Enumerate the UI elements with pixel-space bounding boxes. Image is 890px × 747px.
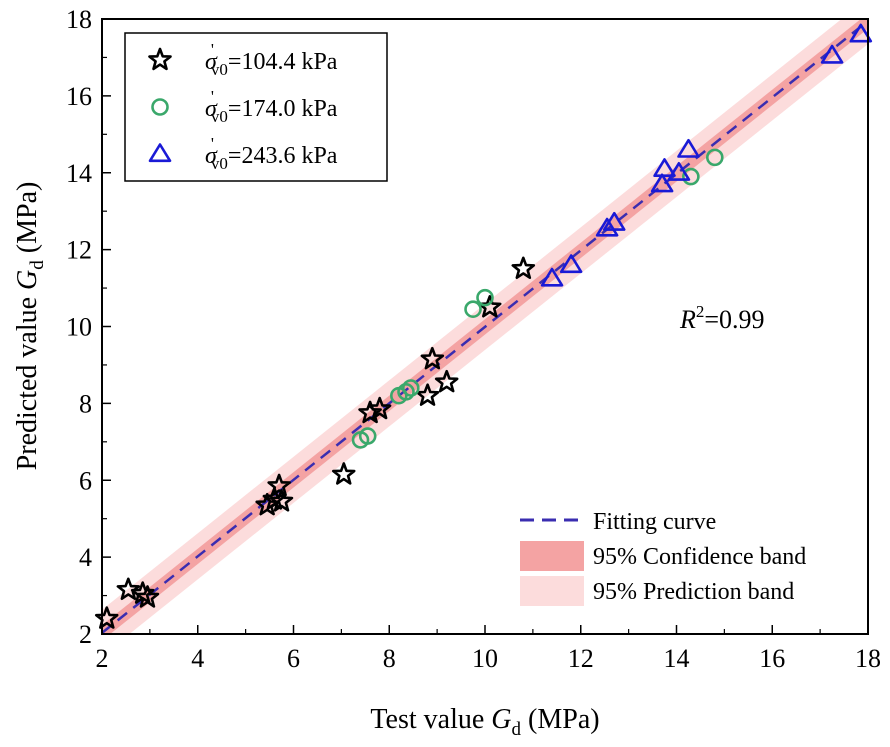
x-tick-label: 6 [287, 644, 300, 673]
legend-label: σ' v0=174.0 kPa [205, 87, 338, 126]
y-tick-label: 16 [66, 82, 92, 111]
data-point-star [434, 369, 459, 393]
data-point-triangle [653, 158, 676, 177]
data-point-triangle [602, 211, 626, 231]
legend-label: 95% Prediction band [593, 579, 794, 605]
data-point-circle [397, 383, 415, 401]
data-point-circle [358, 427, 377, 445]
data-point-triangle [820, 44, 844, 64]
x-axis: 2 4 6 8 10 12 14 16 18 [96, 625, 881, 673]
data-point-star [269, 489, 294, 512]
data-point-triangle [667, 162, 691, 181]
y-tick-label: 14 [66, 159, 92, 188]
series-legend: σ' v0=104.4 kPa σ' v0=174.0 kPa σ' v0=243.6 k… [124, 32, 388, 182]
data-point-star [116, 577, 141, 600]
data-point-star [367, 396, 392, 420]
y-axis: 2 4 6 8 10 12 14 16 18 [66, 5, 111, 649]
data-point-star [420, 346, 445, 370]
legend-marker-star [148, 47, 172, 71]
legend-label: Fitting curve [593, 509, 716, 535]
fitting-curve [101, 19, 869, 634]
y-tick-label: 4 [79, 543, 92, 572]
x-tick-label: 12 [568, 644, 594, 673]
data-point-star [267, 473, 291, 497]
points-layer [95, 23, 873, 629]
legend-marker-triangle [148, 143, 172, 163]
x-tick-label: 16 [759, 644, 785, 673]
data-point-triangle [559, 254, 583, 274]
data-point-triangle [595, 217, 619, 237]
data-point-circle [464, 300, 482, 319]
data-point-triangle [540, 267, 564, 287]
data-point-star [358, 400, 382, 424]
legend-marker-circle [151, 98, 169, 116]
legend-label: σ' v0=243.6 kPa [205, 134, 338, 173]
x-tick-label: 2 [96, 644, 109, 673]
data-point-triangle [677, 138, 700, 158]
x-tick-label: 4 [191, 644, 204, 673]
y-tick-label: 6 [79, 466, 92, 495]
y-tick-label: 10 [66, 313, 92, 342]
band-legend: Fitting curve 95% Confidence band 95% Pred… [520, 509, 806, 606]
data-point-triangle [650, 173, 674, 193]
data-point-star [511, 256, 536, 279]
r-squared-annotation: R2=0.99 [679, 302, 765, 334]
legend-label: 95% Confidence band [593, 544, 806, 570]
legend-band-swatch [520, 541, 584, 571]
y-axis-label: Predicted value Gd (MPa) [12, 182, 48, 471]
data-point-circle [705, 148, 724, 167]
y-tick-label: 18 [66, 5, 92, 34]
legend-band-swatch [520, 576, 584, 606]
data-point-circle [682, 167, 700, 186]
x-tick-label: 14 [664, 644, 690, 673]
x-tick-label: 10 [472, 644, 498, 673]
x-axis-label: Test value Gd (MPa) [370, 704, 599, 740]
y-tick-label: 2 [79, 620, 92, 649]
data-point-circle [401, 379, 420, 397]
data-point-star [332, 462, 356, 485]
x-tick-label: 8 [383, 644, 396, 673]
data-point-triangle [849, 23, 873, 43]
fit-layer [101, 19, 869, 634]
data-point-star [95, 606, 119, 629]
y-tick-label: 8 [79, 389, 92, 418]
y-tick-label: 12 [66, 236, 92, 265]
data-point-star [415, 383, 440, 406]
legend-label: σ' v0=104.4 kPa [205, 40, 338, 79]
data-point-star [135, 585, 160, 608]
x-tick-label: 18 [855, 644, 881, 673]
data-point-circle [476, 288, 494, 307]
